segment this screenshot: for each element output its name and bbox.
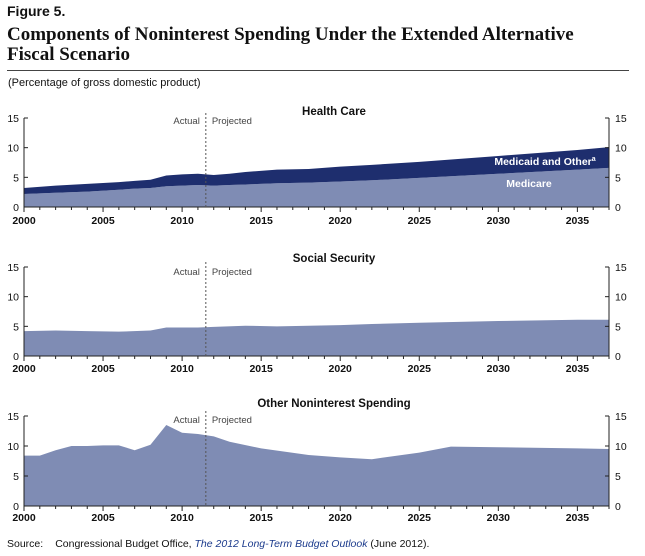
x-tick-label: 2020 — [329, 215, 353, 227]
area-series-medicare — [24, 167, 609, 207]
x-tick-label: 2020 — [329, 512, 353, 524]
actual-label: Actual — [173, 116, 199, 127]
y-tick-label-right: 0 — [615, 202, 621, 214]
x-tick-label: 2025 — [408, 512, 432, 524]
source-note: Source: Congressional Budget Office, The … — [7, 538, 429, 550]
source-text-after: (June 2012). — [367, 538, 430, 550]
y-tick-label-left: 10 — [7, 292, 19, 304]
y-tick-label-left: 0 — [13, 501, 19, 513]
x-tick-label: 2030 — [487, 363, 511, 375]
y-tick-label-right: 10 — [615, 292, 627, 304]
y-tick-label-right: 5 — [615, 172, 621, 184]
x-tick-label: 2015 — [249, 363, 273, 375]
projected-label: Projected — [212, 267, 252, 278]
y-tick-label-left: 10 — [7, 143, 19, 155]
x-tick-label: 2035 — [566, 512, 590, 524]
chart-title: Social Security — [293, 253, 376, 265]
chart-panel-3: 0 0 5 5 10 10 15 15 2000 2005 2010 2015 2020 2025 2030… — [7, 398, 627, 524]
y-tick-label-left: 15 — [7, 411, 19, 423]
area-series-other-noninterest-spending — [24, 425, 609, 506]
x-tick-label: 2035 — [566, 215, 590, 227]
y-tick-label-right: 15 — [615, 411, 627, 423]
chart-title: Health Care — [302, 106, 366, 118]
x-tick-label: 2010 — [170, 363, 194, 375]
source-text-before: Congressional Budget Office, — [55, 538, 195, 550]
x-tick-label: 2020 — [329, 363, 353, 375]
figure-title-line-1: Components of Noninterest Spending Under… — [7, 24, 574, 45]
x-tick-label: 2005 — [91, 363, 115, 375]
title-divider — [7, 70, 629, 71]
x-tick-label: 2015 — [249, 215, 273, 227]
x-tick-label: 2000 — [12, 512, 36, 524]
y-tick-label-left: 5 — [13, 321, 19, 333]
figure-title: Components of Noninterest Spending Under… — [7, 25, 607, 65]
y-tick-label-right: 15 — [615, 113, 627, 125]
y-tick-label-left: 0 — [13, 202, 19, 214]
series-label: Medicaid and Othera — [494, 156, 595, 168]
x-tick-label: 2010 — [170, 215, 194, 227]
y-tick-label-right: 10 — [615, 143, 627, 155]
y-tick-label-right: 5 — [615, 471, 621, 483]
area-series-social-security — [24, 319, 609, 356]
figure-label: Figure 5. — [7, 3, 66, 19]
x-tick-label: 2030 — [487, 512, 511, 524]
x-tick-label: 2010 — [170, 512, 194, 524]
x-tick-label: 2035 — [566, 363, 590, 375]
y-tick-label-left: 15 — [7, 262, 19, 274]
series-label-footnote: a — [592, 156, 596, 163]
source-label: Source: — [7, 538, 44, 550]
projected-label: Projected — [212, 116, 252, 127]
chart-panel-2: 0 0 5 5 10 10 15 15 2000 2005 2010 2015 2020 2025 2030… — [7, 253, 627, 375]
y-tick-label-right: 15 — [615, 262, 627, 274]
y-tick-label-right: 0 — [615, 501, 621, 513]
x-tick-label: 2030 — [487, 215, 511, 227]
x-tick-label: 2005 — [91, 215, 115, 227]
actual-label: Actual — [173, 415, 199, 426]
y-tick-label-left: 5 — [13, 471, 19, 483]
y-tick-label-right: 5 — [615, 321, 621, 333]
chart-title: Other Noninterest Spending — [257, 398, 410, 410]
figure-subtitle: (Percentage of gross domestic product) — [8, 77, 201, 89]
y-tick-label-right: 0 — [615, 351, 621, 363]
figure-title-line-2: Fiscal Scenario — [7, 44, 130, 65]
series-label: Medicare — [506, 178, 552, 190]
chart-panel-1: Medicare Medicaid and Othera 0 0 5 5 10 10 15 15 2… — [7, 106, 627, 227]
area-series-medicaid-and-other — [24, 147, 609, 194]
x-tick-label: 2025 — [408, 215, 432, 227]
x-tick-label: 2000 — [12, 215, 36, 227]
y-tick-label-right: 10 — [615, 441, 627, 453]
x-tick-label: 2025 — [408, 363, 432, 375]
y-tick-label-left: 10 — [7, 441, 19, 453]
actual-label: Actual — [173, 267, 199, 278]
y-tick-label-left: 5 — [13, 172, 19, 184]
x-tick-label: 2015 — [249, 512, 273, 524]
x-tick-label: 2005 — [91, 512, 115, 524]
y-tick-label-left: 0 — [13, 351, 19, 363]
x-tick-label: 2000 — [12, 363, 36, 375]
projected-label: Projected — [212, 415, 252, 426]
source-publication: The 2012 Long-Term Budget Outlook — [194, 538, 368, 550]
y-tick-label-left: 15 — [7, 113, 19, 125]
